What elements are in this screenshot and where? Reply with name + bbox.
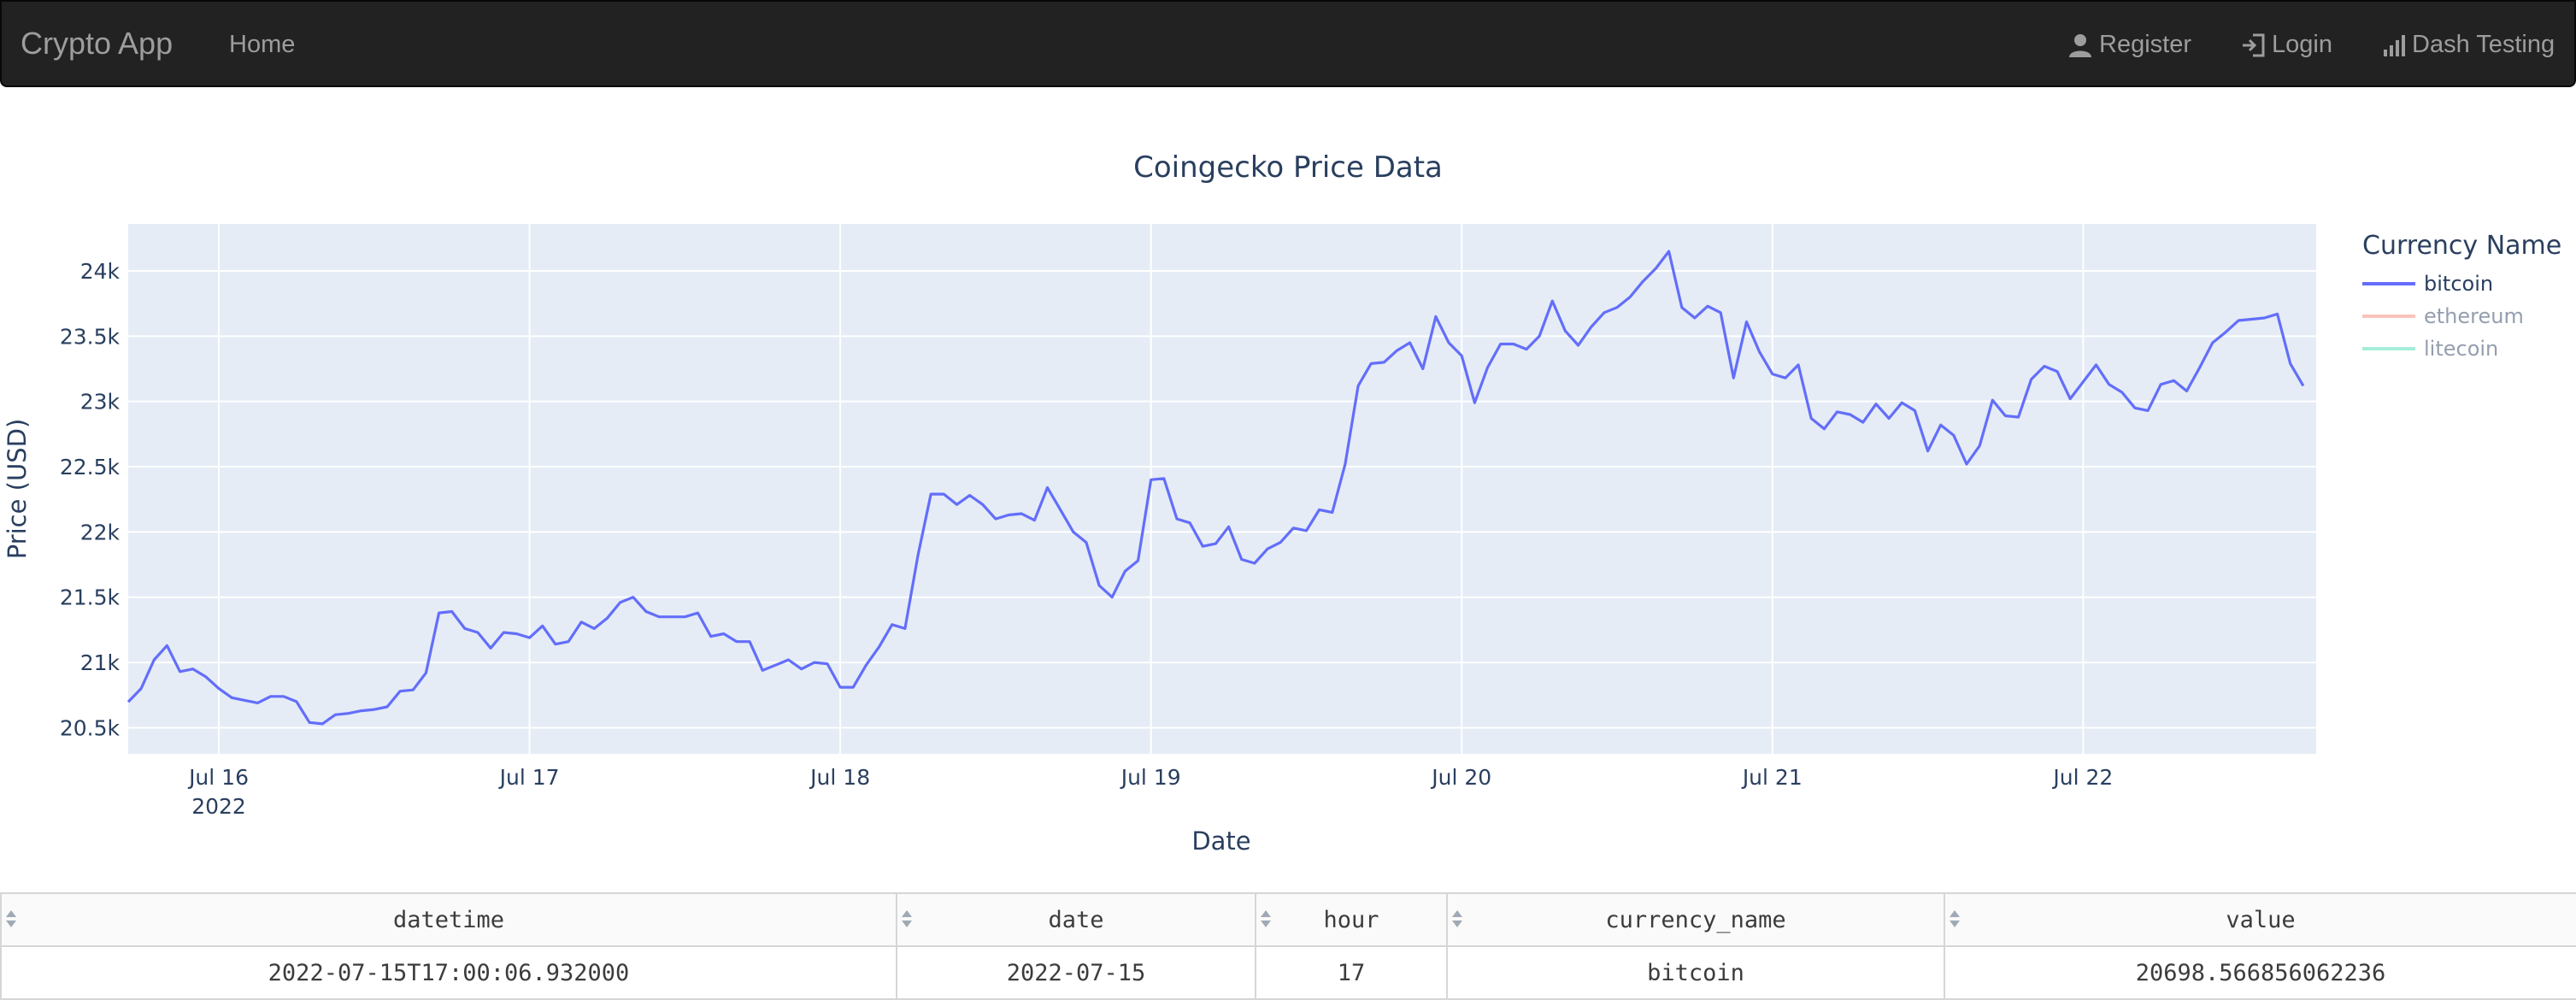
header-label: date <box>1048 906 1104 933</box>
y-axis-ticks: 20.5k 21k 21.5k 22k 22.5k 23k 23.5k 24k <box>60 259 121 740</box>
legend-label-bitcoin: bitcoin <box>2424 272 2494 296</box>
sort-icon[interactable] <box>5 909 17 928</box>
column-header-datetime[interactable]: datetime <box>0 892 897 947</box>
header-label: value <box>2226 906 2296 933</box>
legend-title: Currency Name <box>2362 231 2562 261</box>
nav-dash-testing-link[interactable]: Dash Testing <box>2383 31 2555 59</box>
x-tick-label: Jul 19 <box>1120 765 1181 790</box>
y-tick-label: 21k <box>80 650 121 675</box>
grid-lines <box>128 224 2316 754</box>
header-label: datetime <box>392 906 505 933</box>
legend-item-bitcoin[interactable]: bitcoin <box>2362 268 2561 300</box>
navbar: Crypto App Home Register Login Dash Test… <box>0 0 2576 87</box>
x-tick-label: Jul 17 <box>498 765 560 790</box>
legend-label-ethereum: ethereum <box>2424 304 2524 328</box>
x-axis-label: Date <box>1191 826 1250 856</box>
x-tick-label: Jul 16 <box>187 765 249 790</box>
column-header-value[interactable]: value <box>1944 892 2576 947</box>
legend-swatch-litecoin <box>2362 347 2415 350</box>
y-tick-label: 23.5k <box>60 324 121 349</box>
nav-dash-label: Dash Testing <box>2412 31 2555 58</box>
nav-login-link[interactable]: Login <box>2241 31 2332 59</box>
table-row[interactable]: 2022-07-15T17:00:06.932000 2022-07-15 17… <box>0 945 2576 1000</box>
x-tick-label: Jul 22 <box>2051 765 2113 790</box>
log-in-icon <box>2243 33 2265 56</box>
series-line-bitcoin[interactable] <box>126 250 2305 726</box>
signal-bars-icon <box>2384 34 2405 56</box>
data-table: datetime date hour currency_name value <box>0 892 2576 1000</box>
brand-link[interactable]: Crypto App <box>21 26 173 61</box>
nav-register-link[interactable]: Register <box>2068 31 2191 59</box>
price-chart[interactable]: 20.5k 21k 21.5k 22k 22.5k 23k 23.5k 24k Jul 16 2… <box>0 197 2342 863</box>
table-header-row: datetime date hour currency_name value <box>0 892 2576 947</box>
chart-title: Coingecko Price Data <box>1133 150 1443 185</box>
legend: Currency Name bitcoin ethereum litecoin <box>2362 231 2561 365</box>
column-header-date[interactable]: date <box>896 892 1256 947</box>
sort-icon[interactable] <box>1949 909 1961 928</box>
x-tick-label: Jul 21 <box>1741 765 1803 790</box>
column-header-currency-name[interactable]: currency_name <box>1446 892 1945 947</box>
x-year-label: 2022 <box>191 794 246 819</box>
nav-login-label: Login <box>2272 31 2332 58</box>
x-axis-ticks: Jul 16 2022 Jul 17 Jul 18 Jul 19 Jul 20 Jul 21… <box>187 765 2113 819</box>
y-axis-label: Price (USD) <box>3 419 32 560</box>
plot-area[interactable] <box>128 224 2316 754</box>
table-cell[interactable]: 20698.566856062236 <box>1944 945 2576 1000</box>
legend-swatch-bitcoin <box>2362 282 2415 285</box>
legend-item-ethereum[interactable]: ethereum <box>2362 300 2561 332</box>
table-cell[interactable]: 2022-07-15 <box>896 945 1256 1000</box>
nav-register-label: Register <box>2099 31 2191 58</box>
user-icon <box>2069 33 2091 57</box>
sort-icon[interactable] <box>1260 909 1272 928</box>
x-tick-label: Jul 20 <box>1430 765 1491 790</box>
legend-label-litecoin: litecoin <box>2424 337 2499 361</box>
legend-swatch-ethereum <box>2362 315 2415 318</box>
y-tick-label: 22k <box>80 520 121 544</box>
legend-item-litecoin[interactable]: litecoin <box>2362 332 2561 365</box>
y-tick-label: 21.5k <box>60 585 121 610</box>
y-tick-label: 24k <box>80 259 121 284</box>
table-cell[interactable]: 2022-07-15T17:00:06.932000 <box>0 945 897 1000</box>
x-tick-label: Jul 18 <box>809 765 870 790</box>
sort-icon[interactable] <box>1451 909 1463 928</box>
column-header-hour[interactable]: hour <box>1255 892 1448 947</box>
nav-home-link[interactable]: Home <box>229 31 296 58</box>
y-tick-label: 23k <box>80 390 121 415</box>
y-tick-label: 22.5k <box>60 455 121 479</box>
y-tick-label: 20.5k <box>60 715 121 740</box>
sort-icon[interactable] <box>901 909 913 928</box>
table-cell[interactable]: bitcoin <box>1446 945 1945 1000</box>
table-cell[interactable]: 17 <box>1255 945 1448 1000</box>
header-label: hour <box>1323 906 1379 933</box>
header-label: currency_name <box>1605 906 1786 933</box>
